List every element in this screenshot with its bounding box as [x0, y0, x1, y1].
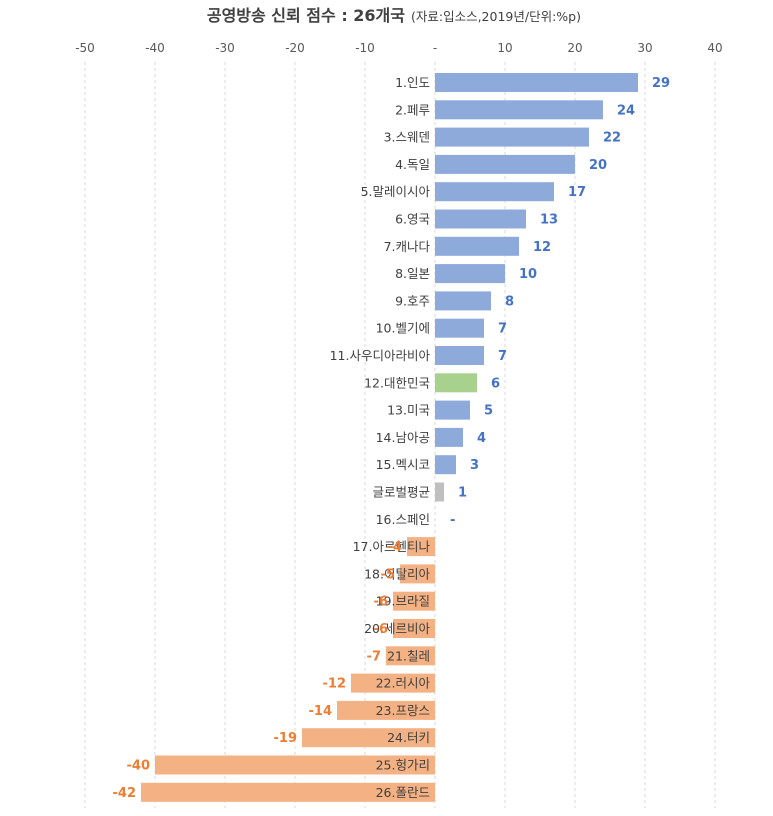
x-tick-label: -40	[145, 41, 165, 55]
bar	[407, 537, 435, 557]
category-label: 25.헝가리	[376, 758, 430, 773]
bar	[435, 427, 463, 447]
category-label: 22.러시아	[376, 676, 431, 691]
category-label: 7.캐나다	[384, 239, 431, 254]
value-label: 4	[477, 431, 486, 446]
value-label: -19	[274, 731, 298, 746]
category-label: 18.이탈리아	[364, 566, 430, 581]
category-label: 21.칠레	[387, 648, 430, 663]
value-label: 10	[519, 267, 537, 282]
bar	[435, 373, 477, 393]
bar	[435, 154, 575, 174]
x-tick-label: 30	[637, 41, 652, 55]
bar	[141, 782, 435, 802]
bar	[393, 619, 435, 638]
bar	[435, 127, 589, 147]
category-labels: 1.인도 2.페루 3.스웨덴 4.독일 5.말레이시아 6.영국 7.캐나다 8.일본 9.호…	[330, 75, 431, 800]
value-label: 20	[589, 158, 607, 173]
bar	[435, 291, 491, 311]
value-label: 8	[505, 294, 514, 309]
bar	[351, 673, 435, 693]
category-label: 2.페루	[395, 102, 430, 117]
x-tick-label: -	[433, 41, 437, 55]
x-tick-label: -10	[355, 41, 375, 55]
value-label: -40	[127, 759, 151, 774]
value-label: 17	[568, 185, 586, 200]
category-label: 글로벌평균	[372, 485, 430, 500]
value-label: 12	[533, 240, 551, 255]
category-label: 8.일본	[395, 266, 430, 281]
bar	[435, 182, 554, 202]
bars	[141, 73, 638, 802]
value-label: -6	[374, 622, 388, 637]
bar	[435, 346, 484, 365]
x-axis-ticks: -50 -40 -30 -20 -10-10 20 30 40	[75, 41, 722, 55]
bar	[400, 564, 435, 584]
value-label: 29	[652, 76, 670, 91]
value-label: -12	[323, 677, 347, 692]
bar	[435, 264, 505, 284]
category-label: 4.독일	[395, 157, 430, 172]
value-label: 7	[498, 349, 507, 364]
category-label: 17.아르헨티나	[353, 539, 431, 554]
bar	[435, 482, 444, 502]
value-label: 6	[491, 376, 500, 391]
value-label: 24	[617, 103, 635, 118]
category-label: 5.말레이시아	[361, 184, 431, 199]
value-label: -5	[381, 567, 395, 582]
bar	[337, 700, 435, 720]
category-label: 14.남아공	[376, 430, 430, 445]
bar	[155, 755, 435, 775]
bar	[302, 728, 435, 748]
value-label: 3	[470, 458, 479, 473]
category-label: 10.벨기에	[376, 321, 430, 336]
category-label: 26.폴란드	[376, 785, 430, 800]
value-label: 1	[458, 486, 467, 501]
category-label: 23.프랑스	[376, 703, 430, 718]
x-tick-label: 40	[707, 41, 722, 55]
category-label: 15.멕시코	[376, 457, 430, 472]
value-label: -	[450, 513, 455, 528]
category-label: 11.사우디아라비아	[330, 348, 431, 363]
category-label: 24.터키	[387, 730, 430, 745]
x-tick-label: 20	[567, 41, 582, 55]
value-label: -42	[113, 786, 137, 801]
bar	[435, 209, 526, 229]
bar	[435, 318, 484, 338]
x-tick-label: -20	[285, 41, 305, 55]
category-label: 19.브라질	[376, 594, 430, 609]
bar	[393, 591, 435, 611]
category-label: 9.호주	[395, 293, 430, 308]
value-label: -6	[374, 595, 388, 610]
chart-title: 공영방송 신뢰 점수 : 26개국	[207, 6, 405, 25]
x-tick-label: -50	[75, 41, 95, 55]
value-label: 5	[484, 404, 493, 419]
bar	[386, 646, 435, 666]
category-label: 12.대한민국	[364, 375, 430, 390]
category-label: 6.영국	[395, 212, 430, 227]
category-label: 1.인도	[395, 75, 430, 90]
bar	[435, 100, 603, 120]
x-tick-label: 10	[497, 41, 512, 55]
x-tick-label: -30	[215, 41, 235, 55]
value-label: 22	[603, 131, 621, 146]
value-label: -14	[309, 704, 333, 719]
value-label: 13	[540, 213, 558, 228]
value-label: -4	[388, 540, 402, 555]
chart-subtitle: (자료:입소스,2019년/단위:%p)	[411, 9, 581, 24]
category-label: 16.스페인	[376, 512, 430, 527]
bar	[435, 73, 638, 92]
category-label: 20.세르비아	[364, 621, 430, 636]
bar	[435, 236, 519, 256]
bar	[435, 455, 456, 475]
bar	[435, 400, 470, 420]
category-label: 13.미국	[387, 403, 430, 418]
category-label: 3.스웨덴	[384, 130, 430, 145]
value-label: -7	[367, 649, 381, 664]
value-label: 7	[498, 322, 507, 337]
